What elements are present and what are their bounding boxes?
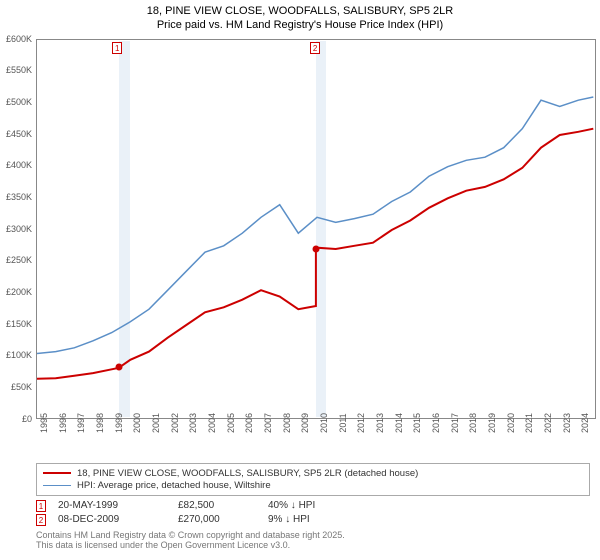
x-tick-label: 2007 bbox=[263, 413, 273, 433]
footer: Contains HM Land Registry data © Crown c… bbox=[36, 530, 590, 552]
sale-price: £270,000 bbox=[178, 514, 268, 525]
title-line-1: 18, PINE VIEW CLOSE, WOODFALLS, SALISBUR… bbox=[0, 4, 600, 18]
legend-label: 18, PINE VIEW CLOSE, WOODFALLS, SALISBUR… bbox=[77, 468, 418, 479]
x-tick-label: 1997 bbox=[76, 413, 86, 433]
y-tick-label: £550K bbox=[6, 65, 32, 75]
sale-marker: 2 bbox=[310, 42, 320, 54]
legend-swatch bbox=[43, 472, 71, 474]
y-tick-label: £500K bbox=[6, 97, 32, 107]
x-tick-label: 2021 bbox=[524, 413, 534, 433]
sale-row: 2 08-DEC-2009£270,0009% ↓ HPI bbox=[36, 514, 590, 526]
legend-row: 18, PINE VIEW CLOSE, WOODFALLS, SALISBUR… bbox=[43, 468, 583, 479]
sale-point bbox=[312, 245, 319, 252]
y-axis: £0£50K£100K£150K£200K£250K£300K£350K£400… bbox=[0, 39, 34, 419]
x-tick-label: 2002 bbox=[170, 413, 180, 433]
y-tick-label: £100K bbox=[6, 350, 32, 360]
x-axis: 1995199619971998199920002001200220032004… bbox=[36, 421, 596, 461]
x-tick-label: 2014 bbox=[394, 413, 404, 433]
x-tick-label: 2023 bbox=[562, 413, 572, 433]
footer-line-1: Contains HM Land Registry data © Crown c… bbox=[36, 530, 590, 541]
y-tick-label: £200K bbox=[6, 287, 32, 297]
title-line-2: Price paid vs. HM Land Registry's House … bbox=[0, 18, 600, 32]
sale-date: 08-DEC-2009 bbox=[58, 514, 178, 525]
sale-point bbox=[115, 364, 122, 371]
x-tick-label: 2022 bbox=[543, 413, 553, 433]
y-tick-label: £350K bbox=[6, 192, 32, 202]
y-tick-label: £150K bbox=[6, 319, 32, 329]
y-tick-label: £300K bbox=[6, 224, 32, 234]
series-hpi bbox=[37, 97, 593, 354]
sale-diff: 40% ↓ HPI bbox=[268, 500, 358, 511]
x-tick-label: 2012 bbox=[356, 413, 366, 433]
sale-num-box: 2 bbox=[36, 514, 46, 526]
sale-marker: 1 bbox=[112, 42, 122, 54]
chart-area: £0£50K£100K£150K£200K£250K£300K£350K£400… bbox=[36, 39, 596, 419]
y-tick-label: £0 bbox=[22, 414, 32, 424]
line-series bbox=[37, 40, 597, 420]
x-tick-label: 2010 bbox=[319, 413, 329, 433]
x-tick-label: 2006 bbox=[244, 413, 254, 433]
sale-row: 1 20-MAY-1999£82,50040% ↓ HPI bbox=[36, 500, 590, 512]
x-tick-label: 2013 bbox=[375, 413, 385, 433]
y-tick-label: £600K bbox=[6, 34, 32, 44]
x-tick-label: 2018 bbox=[468, 413, 478, 433]
sale-num-box: 1 bbox=[36, 500, 46, 512]
sales-table: 1 20-MAY-1999£82,50040% ↓ HPI 2 08-DEC-2009… bbox=[36, 500, 590, 526]
y-tick-label: £450K bbox=[6, 129, 32, 139]
legend-row: HPI: Average price, detached house, Wilt… bbox=[43, 480, 583, 491]
x-tick-label: 2004 bbox=[207, 413, 217, 433]
legend-swatch bbox=[43, 485, 71, 486]
y-tick-label: £50K bbox=[11, 382, 32, 392]
x-tick-label: 1998 bbox=[95, 413, 105, 433]
x-tick-label: 2008 bbox=[282, 413, 292, 433]
series-property bbox=[37, 128, 593, 378]
legend: 18, PINE VIEW CLOSE, WOODFALLS, SALISBUR… bbox=[36, 463, 590, 496]
x-tick-label: 2016 bbox=[431, 413, 441, 433]
footer-line-2: This data is licensed under the Open Gov… bbox=[36, 540, 590, 551]
x-tick-label: 2017 bbox=[450, 413, 460, 433]
x-tick-label: 1995 bbox=[39, 413, 49, 433]
legend-label: HPI: Average price, detached house, Wilt… bbox=[77, 480, 271, 491]
chart-title: 18, PINE VIEW CLOSE, WOODFALLS, SALISBUR… bbox=[0, 0, 600, 35]
x-tick-label: 2024 bbox=[580, 413, 590, 433]
x-tick-label: 2015 bbox=[412, 413, 422, 433]
x-tick-label: 2005 bbox=[226, 413, 236, 433]
x-tick-label: 2000 bbox=[132, 413, 142, 433]
sale-price: £82,500 bbox=[178, 500, 268, 511]
y-tick-label: £400K bbox=[6, 160, 32, 170]
x-tick-label: 2019 bbox=[487, 413, 497, 433]
x-tick-label: 1999 bbox=[114, 413, 124, 433]
y-tick-label: £250K bbox=[6, 255, 32, 265]
x-tick-label: 2009 bbox=[300, 413, 310, 433]
x-tick-label: 1996 bbox=[58, 413, 68, 433]
x-tick-label: 2003 bbox=[188, 413, 198, 433]
sale-date: 20-MAY-1999 bbox=[58, 500, 178, 511]
x-tick-label: 2011 bbox=[338, 413, 348, 432]
x-tick-label: 2020 bbox=[506, 413, 516, 433]
plot-area: 12 bbox=[36, 39, 596, 419]
sale-diff: 9% ↓ HPI bbox=[268, 514, 358, 525]
x-tick-label: 2001 bbox=[151, 413, 161, 433]
